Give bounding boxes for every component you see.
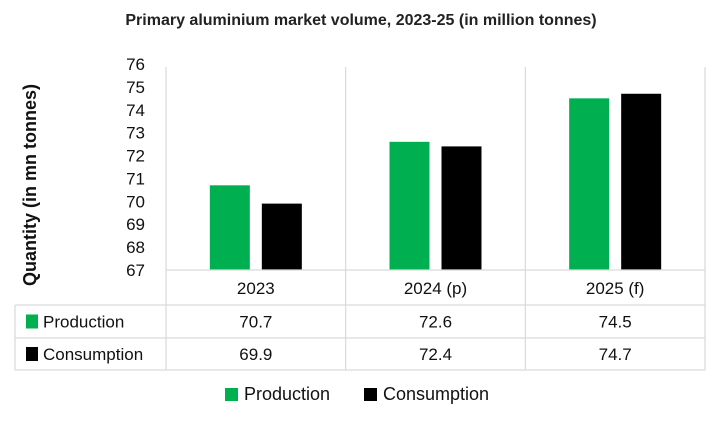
data-table: 2023 2024 (p) 2025 (f) Production 70.7 72.6 74… [14,269,705,371]
legend: Production Consumption [225,384,489,404]
bar-production-2 [569,98,610,270]
y-tick-label: 71 [126,169,145,188]
y-tick-label: 67 [126,261,145,280]
table-cell: 74.5 [599,313,632,332]
table-cell: 74.7 [599,345,632,364]
y-tick-label: 75 [126,78,145,97]
grid-lines [165,67,706,370]
legend-key-production [26,314,38,329]
legend-swatch-production [225,388,238,401]
chart-title: Primary aluminium market volume, 2023-25… [125,12,596,29]
bar-consumption-2 [621,93,662,270]
category-label: 2025 (f) [586,279,645,298]
legend-label: Production [244,384,330,404]
bar-consumption-1 [441,146,482,270]
bars [209,93,662,270]
legend-key-consumption [26,347,38,361]
bar-production-1 [389,141,430,270]
y-axis-label: Quantity (in mn tonnes) [20,84,40,286]
table-row-label: Production [43,313,124,332]
y-tick-label: 72 [126,147,145,166]
table-cell: 70.7 [239,313,272,332]
bar-production-0 [209,185,250,270]
y-tick-label: 76 [126,55,145,74]
category-label: 2024 (p) [404,279,467,298]
y-tick-label: 70 [126,192,145,211]
y-tick-label: 73 [126,124,145,143]
table-cell: 69.9 [239,345,272,364]
legend-label: Consumption [383,384,489,404]
y-tick-label: 68 [126,238,145,257]
y-axis-ticks: 67 68 69 70 71 72 73 74 75 76 [126,55,145,280]
y-tick-label: 74 [126,101,145,120]
table-row-label: Consumption [43,345,143,364]
y-tick-label: 69 [126,215,145,234]
legend-swatch-consumption [364,388,377,401]
bar-consumption-0 [261,203,302,270]
table-cell: 72.6 [419,313,452,332]
table-cell: 72.4 [419,345,452,364]
category-label: 2023 [237,279,275,298]
